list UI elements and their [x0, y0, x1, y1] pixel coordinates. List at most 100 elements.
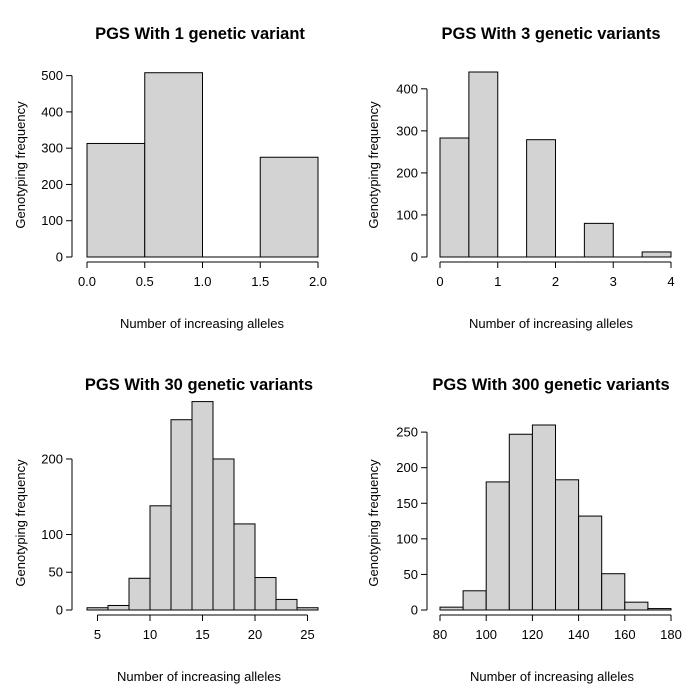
histogram-panel-1-variant: PGS With 1 genetic variant Number of inc…	[13, 25, 327, 331]
histogram-bar	[485, 481, 510, 611]
y-tick-label: 200	[396, 460, 418, 475]
x-tick-label: 2	[552, 274, 559, 289]
x-tick-label: 0.0	[78, 274, 96, 289]
histogram-bar	[526, 139, 556, 258]
x-tick-label: 1.5	[251, 274, 269, 289]
histogram-bar	[149, 505, 172, 611]
histogram-bar	[191, 401, 214, 611]
bars-group	[86, 72, 319, 258]
x-tick-label: 1	[494, 274, 501, 289]
y-tick-label: 50	[404, 567, 418, 582]
x-axis-label: Number of increasing alleles	[120, 316, 285, 331]
x-tick-label: 120	[522, 627, 544, 642]
histogram-bar	[647, 608, 672, 611]
x-axis-label: Number of increasing alleles	[470, 669, 635, 684]
y-tick-label: 0	[411, 603, 418, 618]
y-axis-label: Genotyping frequency	[366, 459, 381, 587]
histogram-bar	[439, 137, 470, 258]
x-axis: 80 100 120 140 160 180	[433, 614, 682, 642]
y-tick-label: 400	[396, 81, 418, 96]
chart-title: PGS With 1 genetic variant	[95, 25, 305, 43]
histogram-bar	[555, 479, 580, 611]
histogram-bar	[601, 573, 626, 611]
y-tick-label: 500	[41, 68, 63, 83]
histogram-bar	[254, 577, 277, 611]
y-tick-label: 100	[41, 527, 63, 542]
x-tick-label: 2.0	[309, 274, 327, 289]
x-axis: 0 1 2 3 4	[436, 261, 675, 289]
histogram-bar	[233, 523, 256, 611]
histogram-bar	[296, 607, 319, 611]
y-tick-label: 250	[396, 425, 418, 440]
histogram-bar	[212, 458, 235, 611]
x-tick-label: 180	[660, 627, 682, 642]
y-tick-label: 150	[396, 496, 418, 511]
y-tick-label: 200	[41, 177, 63, 192]
x-tick-label: 0	[436, 274, 443, 289]
histogram-bar	[508, 433, 533, 611]
histogram-bar	[583, 222, 614, 258]
y-axis-label: Genotyping frequency	[13, 101, 28, 229]
x-tick-label: 4	[667, 274, 674, 289]
chart-title: PGS With 300 genetic variants	[432, 376, 669, 394]
x-tick-label: 10	[143, 627, 157, 642]
x-tick-label: 5	[94, 627, 101, 642]
histogram-bar	[275, 598, 298, 611]
histogram-bar	[468, 71, 499, 258]
x-tick-label: 160	[614, 627, 636, 642]
bars-group	[439, 424, 672, 611]
y-axis-label: Genotyping frequency	[366, 101, 381, 229]
x-tick-label: 20	[248, 627, 262, 642]
y-tick-label: 200	[396, 165, 418, 180]
histogram-bar	[170, 419, 193, 611]
x-tick-label: 1.0	[193, 274, 211, 289]
histogram-bar	[86, 142, 146, 258]
histogram-panel-30-variants: PGS With 30 genetic variants Number of i…	[13, 376, 319, 684]
histogram-bar	[144, 72, 203, 258]
x-tick-label: 25	[300, 627, 314, 642]
histogram-bar	[439, 606, 464, 611]
y-tick-label: 400	[41, 104, 63, 119]
histogram-bar	[462, 590, 487, 611]
y-tick-label: 100	[41, 213, 63, 228]
y-axis: 0 100 200 300 400 500	[41, 68, 73, 265]
y-tick-label: 50	[49, 565, 63, 580]
histogram-panel-300-variants: PGS With 300 genetic variants Number of …	[366, 376, 682, 684]
histogram-bar	[641, 251, 672, 258]
x-tick-label: 3	[610, 274, 617, 289]
y-axis: 0 50 100 200	[41, 451, 73, 618]
x-tick-label: 100	[475, 627, 497, 642]
x-tick-label: 0.5	[136, 274, 154, 289]
x-axis: 5 10 15 20 25	[94, 614, 315, 642]
x-tick-label: 15	[195, 627, 209, 642]
y-tick-label: 300	[41, 141, 63, 156]
y-tick-label: 300	[396, 123, 418, 138]
y-tick-label: 200	[41, 451, 63, 466]
histogram-bar	[86, 607, 109, 611]
y-axis-label: Genotyping frequency	[13, 459, 28, 587]
x-axis-label: Number of increasing alleles	[469, 316, 634, 331]
x-tick-label: 140	[568, 627, 590, 642]
histogram-bar	[259, 156, 319, 258]
bars-group	[439, 71, 672, 258]
histogram-bar	[531, 424, 557, 611]
bars-group	[86, 401, 319, 611]
histogram-bar	[128, 577, 151, 611]
chart-title: PGS With 3 genetic variants	[442, 25, 661, 43]
x-axis-label: Number of increasing alleles	[117, 669, 282, 684]
y-tick-label: 0	[56, 250, 63, 265]
histogram-bar	[107, 604, 130, 611]
y-tick-label: 0	[56, 603, 63, 618]
x-axis: 0.0 0.5 1.0 1.5 2.0	[78, 261, 327, 289]
y-axis: 0 50 100 150 200 250	[396, 425, 428, 618]
y-tick-label: 0	[411, 250, 418, 265]
y-tick-label: 100	[396, 531, 418, 546]
histogram-bar	[578, 515, 603, 611]
chart-title: PGS With 30 genetic variants	[85, 376, 313, 394]
y-tick-label: 100	[396, 207, 418, 222]
y-axis: 0 100 200 300 400	[396, 81, 428, 265]
x-tick-label: 80	[433, 627, 447, 642]
histogram-bar	[624, 601, 649, 611]
histogram-panel-3-variants: PGS With 3 genetic variants Number of in…	[366, 25, 675, 331]
